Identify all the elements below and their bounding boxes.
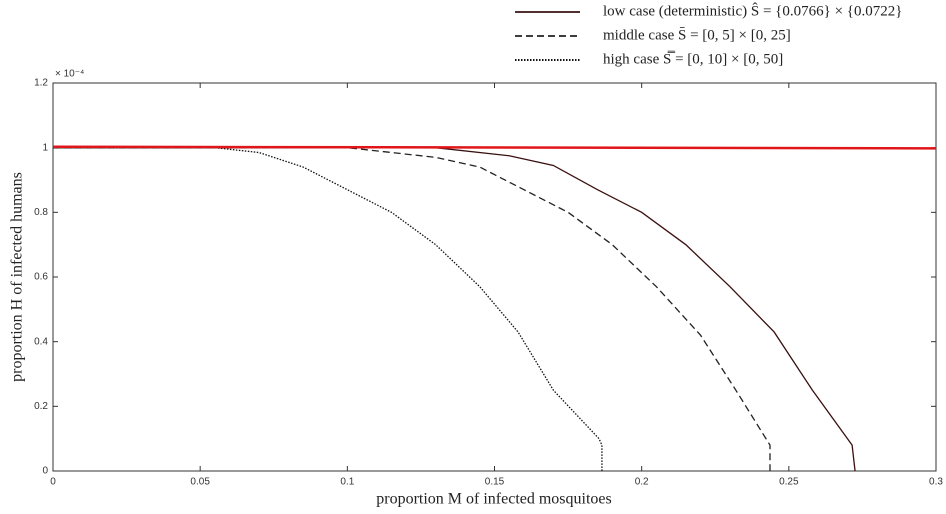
series-line — [53, 147, 771, 471]
x-tick-label: 0.25 — [779, 477, 799, 488]
y-tick-label: 0.6 — [34, 272, 48, 283]
plot-frame — [52, 82, 937, 472]
y-axis-label: proportion H of infected humans — [9, 172, 26, 382]
y-tick-label: 0.4 — [34, 336, 48, 347]
x-tick-label: 0.05 — [190, 477, 210, 488]
y-tick-label: 1 — [42, 142, 48, 153]
legend-label: high case S̿ = [0, 10] × [0, 50] — [603, 51, 783, 67]
y-scale-label: × 10⁻⁴ — [55, 69, 84, 80]
y-tick-label: 1.2 — [34, 78, 48, 89]
legend-label: low case (deterministic) Ŝ = {0.0766} × … — [603, 2, 902, 19]
series-line — [53, 147, 603, 471]
y-tick-label: 0 — [42, 466, 48, 477]
legend-label: middle case S̄ = [0, 5] × [0, 25] — [603, 27, 791, 43]
y-tick-label: 0.8 — [34, 207, 48, 218]
x-tick-label: 0.15 — [485, 477, 505, 488]
x-tick-label: 0.3 — [929, 477, 943, 488]
series-line — [52, 145, 937, 150]
x-axis-label: proportion M of infected mosquitoes — [376, 491, 612, 508]
x-tick-label: 0.1 — [340, 477, 354, 488]
y-tick-label: 0.2 — [34, 401, 48, 412]
x-tick-label: 0 — [50, 477, 56, 488]
series-line — [53, 147, 856, 472]
x-tick-label: 0.2 — [635, 477, 649, 488]
